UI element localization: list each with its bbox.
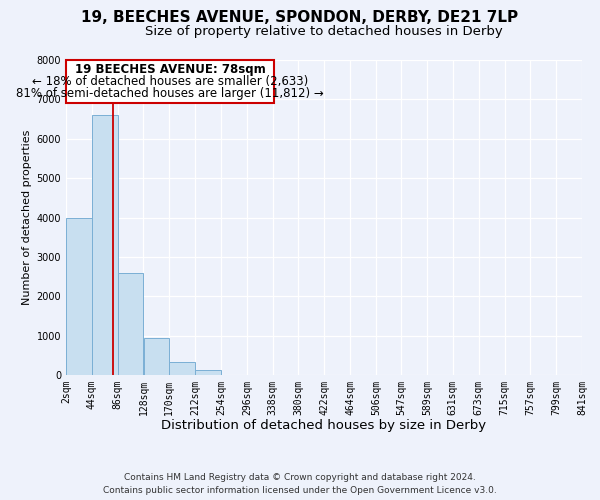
- Bar: [169, 362, 195, 375]
- Bar: [66, 218, 92, 375]
- Bar: [66, 60, 274, 104]
- Bar: [92, 115, 118, 375]
- Text: 19 BEECHES AVENUE: 78sqm: 19 BEECHES AVENUE: 78sqm: [74, 63, 265, 76]
- Title: Size of property relative to detached houses in Derby: Size of property relative to detached ho…: [145, 25, 503, 38]
- Text: 81% of semi-detached houses are larger (11,812) →: 81% of semi-detached houses are larger (…: [16, 88, 324, 101]
- Text: ← 18% of detached houses are smaller (2,633): ← 18% of detached houses are smaller (2,…: [32, 75, 308, 88]
- X-axis label: Distribution of detached houses by size in Derby: Distribution of detached houses by size …: [161, 420, 487, 432]
- Bar: [143, 338, 169, 375]
- Bar: [118, 272, 143, 375]
- Y-axis label: Number of detached properties: Number of detached properties: [22, 130, 32, 305]
- Text: Contains HM Land Registry data © Crown copyright and database right 2024.
Contai: Contains HM Land Registry data © Crown c…: [103, 474, 497, 495]
- Text: 19, BEECHES AVENUE, SPONDON, DERBY, DE21 7LP: 19, BEECHES AVENUE, SPONDON, DERBY, DE21…: [82, 10, 518, 25]
- Bar: [196, 370, 221, 375]
